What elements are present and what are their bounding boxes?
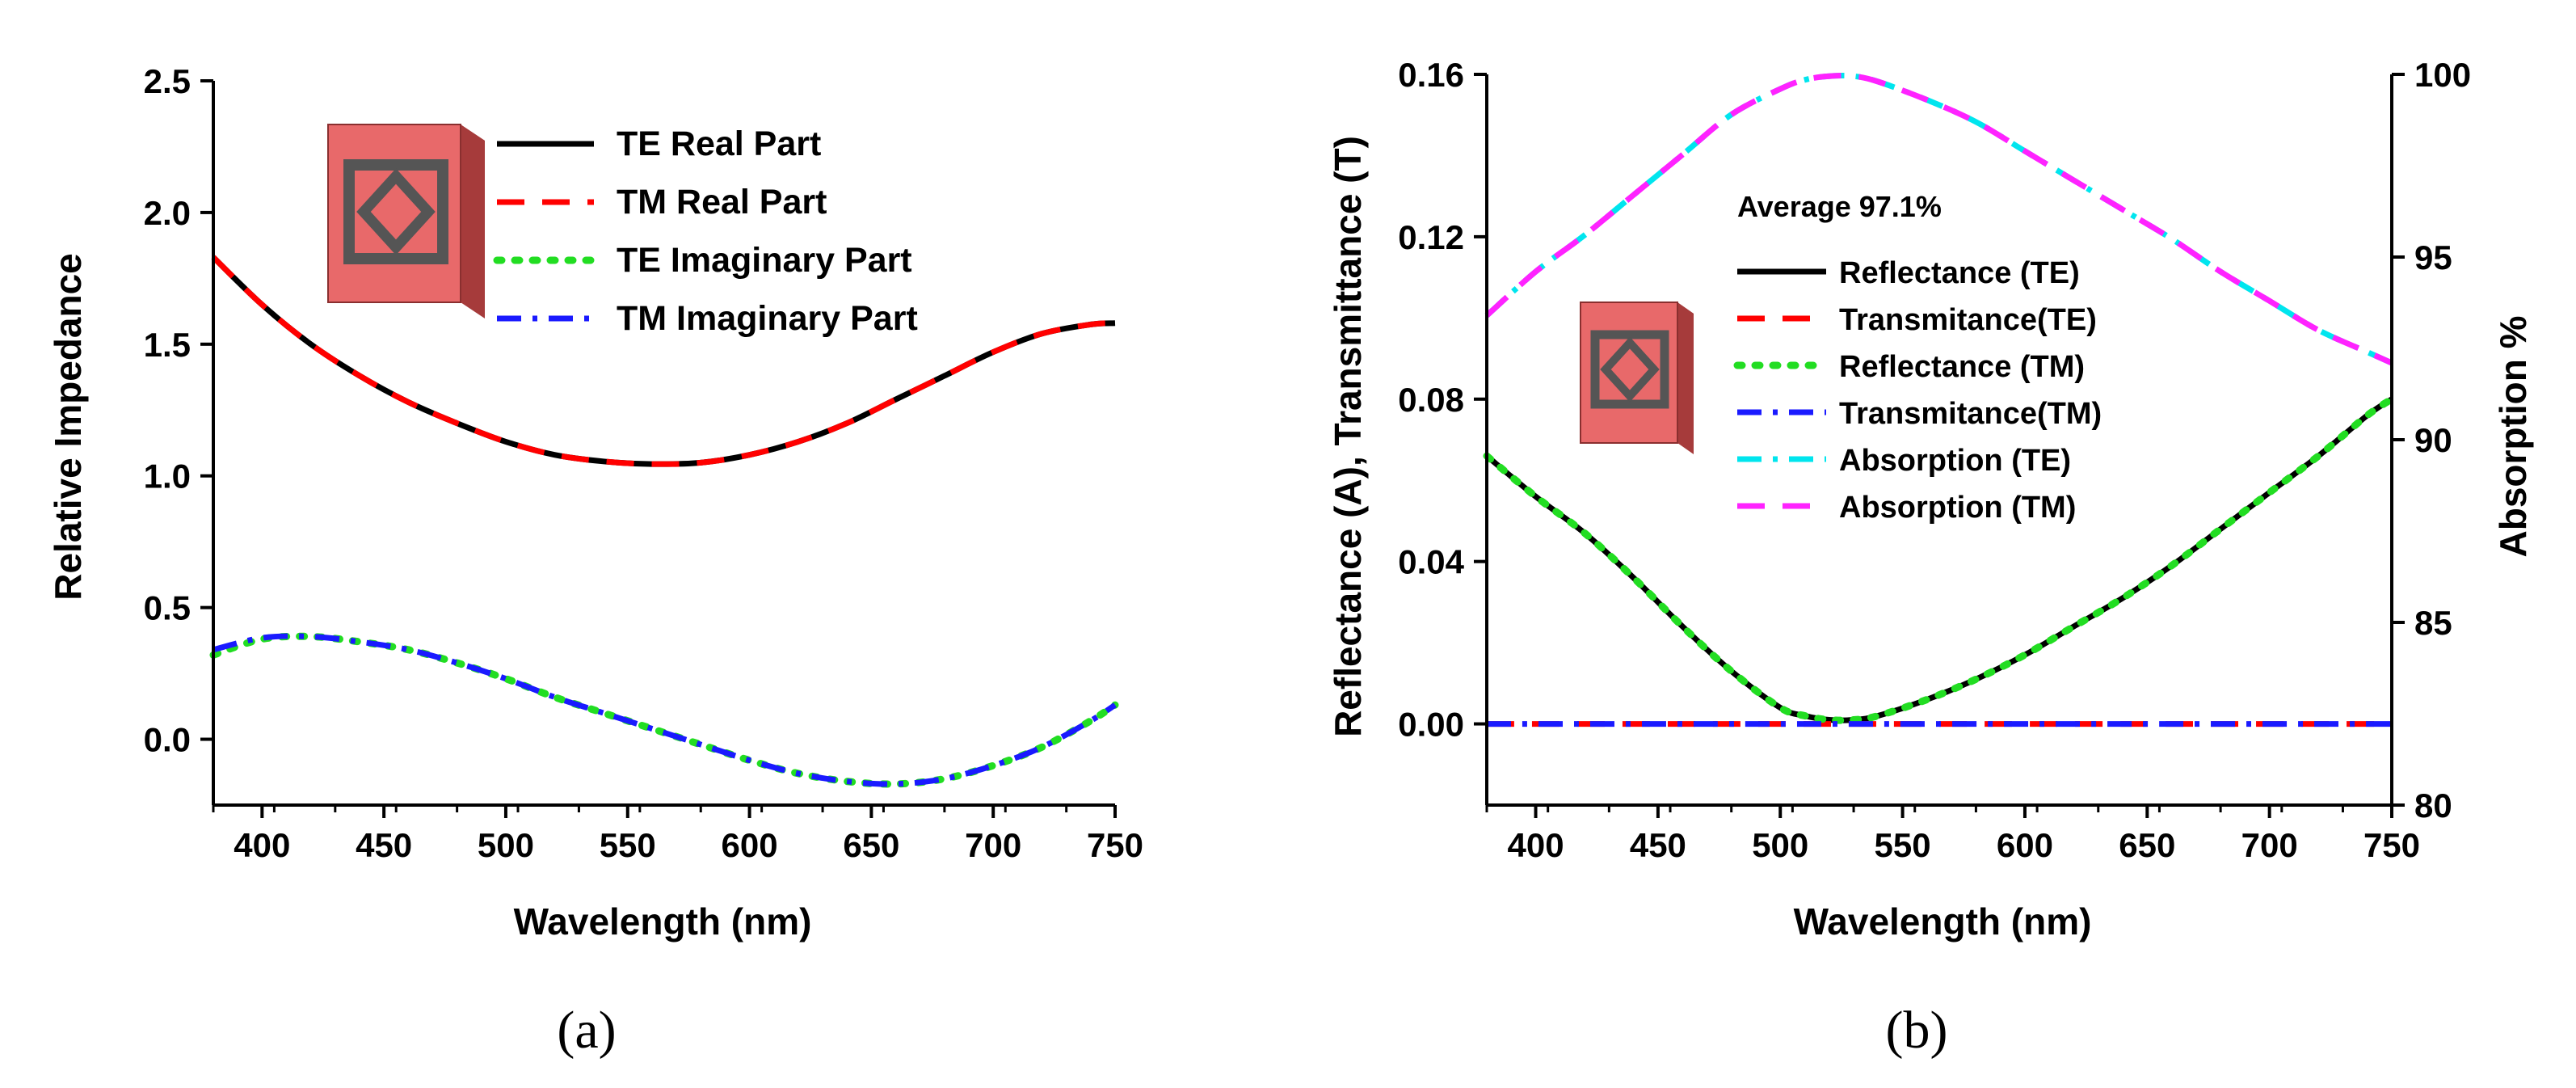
panel-a-gridless-plot: 400 450 500 550 600 650 700 750 0.0 0.5 1.0 1.5 2.0 2…: [144, 62, 1143, 864]
legend-label-b-5: Absorption (TM): [1839, 491, 2076, 525]
x-tick-label-b: 700: [2241, 826, 2298, 864]
legend-label-b-1: Transmitance(TE): [1839, 303, 2097, 337]
panel-a-legend: TE Real Part TM Real Part TE Imaginary Par…: [493, 124, 918, 338]
y-tick-label-a: 1.5: [144, 326, 191, 364]
x-tick-label-a: 400: [234, 826, 290, 864]
legend-label-a-0: TE Real Part: [617, 124, 821, 163]
legend-label-b-4: Absorption (TE): [1839, 444, 2071, 478]
y-tick-label-a: 2.0: [144, 194, 191, 232]
legend-label-a-2: TE Imaginary Part: [617, 241, 912, 280]
y-right-tick-label-b: 95: [2414, 238, 2452, 276]
series-line-b-2: [1483, 395, 2396, 724]
x-tick-label-b: 600: [1997, 826, 2053, 864]
y-right-tick-label-b: 90: [2414, 421, 2452, 459]
x-tick-label-a: 450: [356, 826, 412, 864]
panel-a: 400 450 500 550 600 650 700 750 0.0 0.5 1.0 1.5 2.0 2…: [47, 62, 1143, 1060]
x-tick-label-b: 750: [2363, 826, 2420, 864]
panel-b-legend: Reflectance (TE) Transmitance(TE) Reflecta…: [1733, 256, 2102, 525]
panel-b-ticks: 400 450 500 550 600 650 700 750 0.00 0.04 0.08 0.12…: [1398, 56, 2471, 864]
y-tick-label-b: 0.16: [1398, 56, 1464, 94]
panel-b-y-axis-label-right: Absorption %: [2492, 316, 2534, 558]
x-tick-label-a: 700: [965, 826, 1021, 864]
y-tick-label-a: 0.0: [144, 721, 191, 759]
series-line-a-1: [211, 255, 1116, 467]
x-tick-label-a: 500: [478, 826, 534, 864]
panel-a-axes: [212, 81, 1115, 807]
series-line-b-5: [1484, 73, 2393, 366]
x-tick-label-b: 500: [1752, 826, 1808, 864]
x-tick-label-b: 450: [1630, 826, 1686, 864]
y-tick-label-b: 0.12: [1398, 218, 1464, 256]
x-tick-label-a: 600: [722, 826, 778, 864]
panel-a-unit-cell-image: [327, 124, 485, 318]
x-tick-label-a: 650: [843, 826, 899, 864]
y-tick-label-b: 0.08: [1398, 381, 1464, 419]
x-tick-label-a: 550: [600, 826, 656, 864]
x-tick-label-a: 750: [1087, 826, 1143, 864]
series-line-a-2: [209, 632, 1119, 788]
legend-label-b-2: Reflectance (TM): [1839, 350, 2085, 384]
panel-b-caption: (b): [1886, 1001, 1948, 1060]
panel-b-series: [1483, 73, 2396, 727]
x-tick-label-b: 650: [2119, 826, 2175, 864]
legend-label-a-1: TM Real Part: [617, 183, 827, 221]
y-tick-label-a: 0.5: [144, 589, 191, 627]
legend-label-b-3: Transmitance(TM): [1839, 397, 2102, 431]
panel-a-ticks: 400 450 500 550 600 650 700 750 0.0 0.5 1.0 1.5 2.0 2…: [144, 62, 1143, 864]
panel-a-y-axis-label: Relative Impedance: [47, 253, 89, 601]
x-tick-label-b: 400: [1508, 826, 1564, 864]
y-right-tick-label-b: 85: [2414, 604, 2452, 642]
panel-b-unit-cell-image: [1580, 302, 1694, 454]
panel-b-annotation: Average 97.1%: [1737, 190, 1942, 223]
y-tick-label-a: 2.5: [144, 62, 191, 100]
panel-b-y-axis-label: Reflectance (A), Transmittance (T): [1327, 136, 1369, 737]
panel-a-series: [209, 255, 1119, 788]
y-tick-label-b: 0.04: [1398, 543, 1464, 581]
legend-label-b-0: Reflectance (TE): [1839, 256, 2080, 290]
x-tick-label-b: 550: [1875, 826, 1931, 864]
legend-label-a-3: TM Imaginary Part: [617, 299, 918, 338]
series-line-a-3: [213, 633, 1117, 787]
panel-a-caption: (a): [557, 1001, 616, 1060]
panel-b: 400 450 500 550 600 650 700 750 0.00 0.04 0.08 0.12…: [1327, 56, 2534, 1060]
panel-a-x-axis-label: Wavelength (nm): [514, 900, 812, 943]
y-tick-label-a: 1.0: [144, 458, 191, 496]
y-tick-label-b: 0.00: [1398, 706, 1464, 744]
panel-b-x-axis-label: Wavelength (nm): [1794, 900, 2092, 943]
y-right-tick-label-b: 100: [2414, 56, 2471, 94]
y-right-tick-label-b: 80: [2414, 786, 2452, 824]
